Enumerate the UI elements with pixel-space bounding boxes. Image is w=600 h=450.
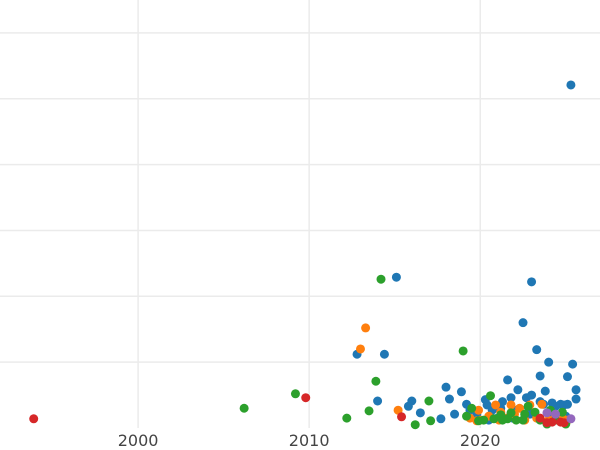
data-point[interactable]	[450, 409, 460, 419]
data-point[interactable]	[527, 277, 537, 287]
data-point[interactable]	[290, 389, 300, 399]
data-point[interactable]	[391, 272, 401, 282]
data-point[interactable]	[491, 400, 501, 410]
data-point[interactable]	[566, 80, 576, 90]
data-point[interactable]	[535, 413, 545, 423]
x-axis-ticks: 2000 2010 2020	[118, 431, 501, 450]
data-point[interactable]	[559, 418, 569, 428]
data-point[interactable]	[462, 411, 472, 421]
data-point[interactable]	[424, 396, 434, 406]
data-point[interactable]	[496, 410, 506, 420]
data-point[interactable]	[456, 387, 466, 397]
data-point[interactable]	[562, 399, 572, 409]
data-point[interactable]	[537, 399, 547, 409]
data-point[interactable]	[566, 414, 576, 424]
data-point[interactable]	[239, 403, 249, 413]
x-tick-label: 2020	[460, 431, 501, 450]
data-point[interactable]	[520, 409, 530, 419]
data-point[interactable]	[506, 400, 516, 410]
data-point[interactable]	[397, 412, 407, 422]
data-point[interactable]	[527, 390, 537, 400]
data-point[interactable]	[530, 407, 540, 417]
data-point[interactable]	[441, 382, 451, 392]
x-tick-label: 2000	[118, 431, 159, 450]
data-point[interactable]	[458, 346, 468, 356]
data-point[interactable]	[513, 385, 523, 395]
data-point[interactable]	[479, 415, 489, 425]
data-point[interactable]	[486, 391, 496, 401]
data-point[interactable]	[535, 371, 545, 381]
data-point[interactable]	[29, 414, 39, 424]
data-point[interactable]	[410, 420, 420, 430]
data-point[interactable]	[364, 406, 374, 416]
data-point[interactable]	[426, 416, 436, 426]
data-point[interactable]	[544, 357, 554, 367]
data-point[interactable]	[503, 375, 513, 385]
data-point[interactable]	[547, 417, 557, 427]
data-point[interactable]	[436, 414, 446, 424]
data-point[interactable]	[571, 394, 581, 404]
data-point[interactable]	[542, 408, 552, 418]
data-point[interactable]	[540, 386, 550, 396]
data-point[interactable]	[568, 359, 578, 369]
data-point[interactable]	[361, 323, 371, 333]
gridlines	[0, 0, 600, 428]
data-point[interactable]	[355, 344, 365, 354]
data-point[interactable]	[444, 394, 454, 404]
data-point[interactable]	[551, 409, 561, 419]
data-point[interactable]	[403, 401, 413, 411]
x-tick-label: 2010	[289, 431, 330, 450]
data-point[interactable]	[523, 401, 533, 411]
data-point[interactable]	[562, 372, 572, 382]
data-point[interactable]	[342, 413, 352, 423]
data-point[interactable]	[518, 318, 528, 328]
data-point[interactable]	[506, 393, 516, 403]
data-point[interactable]	[376, 274, 386, 284]
data-point[interactable]	[373, 396, 383, 406]
data-point[interactable]	[301, 393, 311, 403]
data-point[interactable]	[506, 408, 516, 418]
data-points	[29, 80, 581, 430]
data-point[interactable]	[557, 407, 567, 417]
data-point[interactable]	[474, 405, 484, 415]
data-point[interactable]	[571, 385, 581, 395]
data-point[interactable]	[415, 408, 425, 418]
data-point[interactable]	[467, 403, 477, 413]
data-point[interactable]	[489, 414, 499, 424]
data-point[interactable]	[379, 349, 389, 359]
data-point[interactable]	[532, 345, 542, 355]
data-point[interactable]	[511, 415, 521, 425]
data-point[interactable]	[515, 403, 525, 413]
data-point[interactable]	[371, 376, 381, 386]
